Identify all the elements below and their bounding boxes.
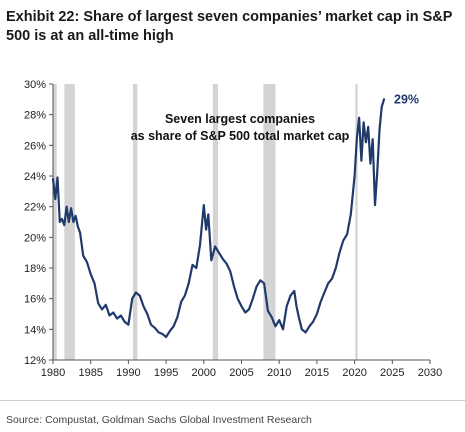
x-tick-label: 2010 <box>267 367 291 379</box>
x-tick-label: 2020 <box>342 367 366 379</box>
line-chart: 12% 14% 16% 18% 20% 22% 24% 26% 28% 30% 1980 1985 19… <box>24 79 442 379</box>
series-line-0 <box>51 98 386 339</box>
x-tick-label: 2030 <box>418 367 442 379</box>
source-note: Source: Compustat, Goldman Sachs Global … <box>6 414 312 426</box>
x-tick-label: 1985 <box>78 367 102 379</box>
annotation-line-1: Seven largest companies <box>165 112 315 126</box>
y-tick-label: 12% <box>24 355 46 367</box>
y-tick-label: 30% <box>24 79 46 91</box>
series-layer <box>51 98 386 339</box>
annotation-line-2: as share of S&P 500 total market cap <box>131 129 350 143</box>
recession-band-2 <box>132 84 138 360</box>
x-tick-label: 2005 <box>229 367 253 379</box>
axes: 12% 14% 16% 18% 20% 22% 24% 26% 28% 30% 1980 1985 19… <box>24 79 442 379</box>
y-tick-label: 18% <box>24 263 46 275</box>
recession-band-3 <box>212 84 219 360</box>
y-tick-label: 24% <box>24 171 46 183</box>
recession-band-5 <box>355 84 358 360</box>
x-tick-label: 2000 <box>192 367 216 379</box>
x-tick-label: 2025 <box>380 367 404 379</box>
x-tick-label: 1990 <box>116 367 140 379</box>
end-value-label: 29% <box>394 92 419 106</box>
y-tick-label: 26% <box>24 140 46 152</box>
y-tick-label: 16% <box>24 294 46 306</box>
annotations: Seven largest companies as share of S&P … <box>131 92 419 143</box>
y-tick-label: 22% <box>24 202 46 214</box>
y-tick-label: 20% <box>24 232 46 244</box>
x-tick-label: 1995 <box>154 367 178 379</box>
y-tick-label: 28% <box>24 110 46 122</box>
recession-band-0 <box>53 84 57 360</box>
recession-band-4 <box>263 84 276 360</box>
footer-divider <box>0 400 465 401</box>
y-tick-label: 14% <box>24 324 46 336</box>
chart-title: Exhibit 22: Share of largest seven compa… <box>6 9 453 44</box>
x-tick-label: 1980 <box>41 367 65 379</box>
x-tick-label: 2015 <box>305 367 329 379</box>
